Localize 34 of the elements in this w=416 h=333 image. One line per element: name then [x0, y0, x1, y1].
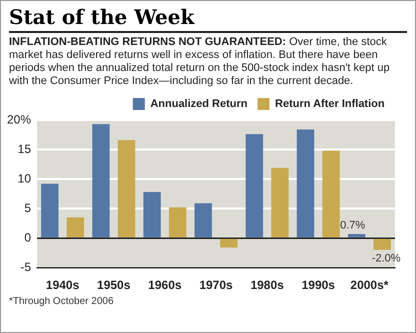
bar: [322, 150, 340, 238]
y-tick-label: 20%: [6, 112, 32, 126]
bar: [374, 238, 391, 250]
bar: [41, 184, 58, 238]
data-label: 0.7%: [340, 219, 366, 232]
y-tick-label: 15: [18, 142, 32, 156]
legend-label: Annualized Return: [150, 98, 248, 110]
bar: [220, 238, 238, 248]
x-tick-label: 1980s: [250, 278, 284, 292]
y-tick-label: 0: [24, 230, 32, 244]
y-tick-label: 10: [18, 171, 32, 186]
y-tick-label: 5: [24, 200, 32, 215]
x-tick-label: 1970s: [199, 278, 234, 292]
x-tick-label: 1990s: [302, 278, 336, 292]
bar: [348, 234, 366, 238]
bar: [66, 217, 84, 238]
bar: [246, 134, 264, 238]
bar: [92, 124, 110, 238]
chart-title: Stat of the Week: [9, 5, 407, 33]
bar: [194, 203, 212, 238]
bar: [143, 192, 161, 238]
x-tick-label: 1940s: [46, 278, 80, 292]
bar: [168, 207, 186, 238]
legend-label: Return After Inflation: [275, 98, 385, 110]
text: *Through October 2006: [9, 296, 114, 307]
chart-subtitle: INFLATION-BEATING RETURNS NOT GUARANTEED: Over time, the stock market has delivered returns well in excess of inflation. But there have been periods when the annualized total return on the 500-stock index hasn't kept up with the Consumer Price Index—including so far in the current decade.: [9, 36, 391, 88]
data-label: -2.0%: [372, 252, 401, 264]
y-tick-label: -5: [20, 260, 32, 274]
x-tick-label: 2000s*: [350, 278, 389, 292]
bar: [296, 129, 314, 238]
bar: [118, 140, 136, 238]
bar: [271, 168, 289, 238]
x-tick-label: 1960s: [148, 278, 182, 292]
x-tick-label: 1950s: [97, 278, 131, 292]
